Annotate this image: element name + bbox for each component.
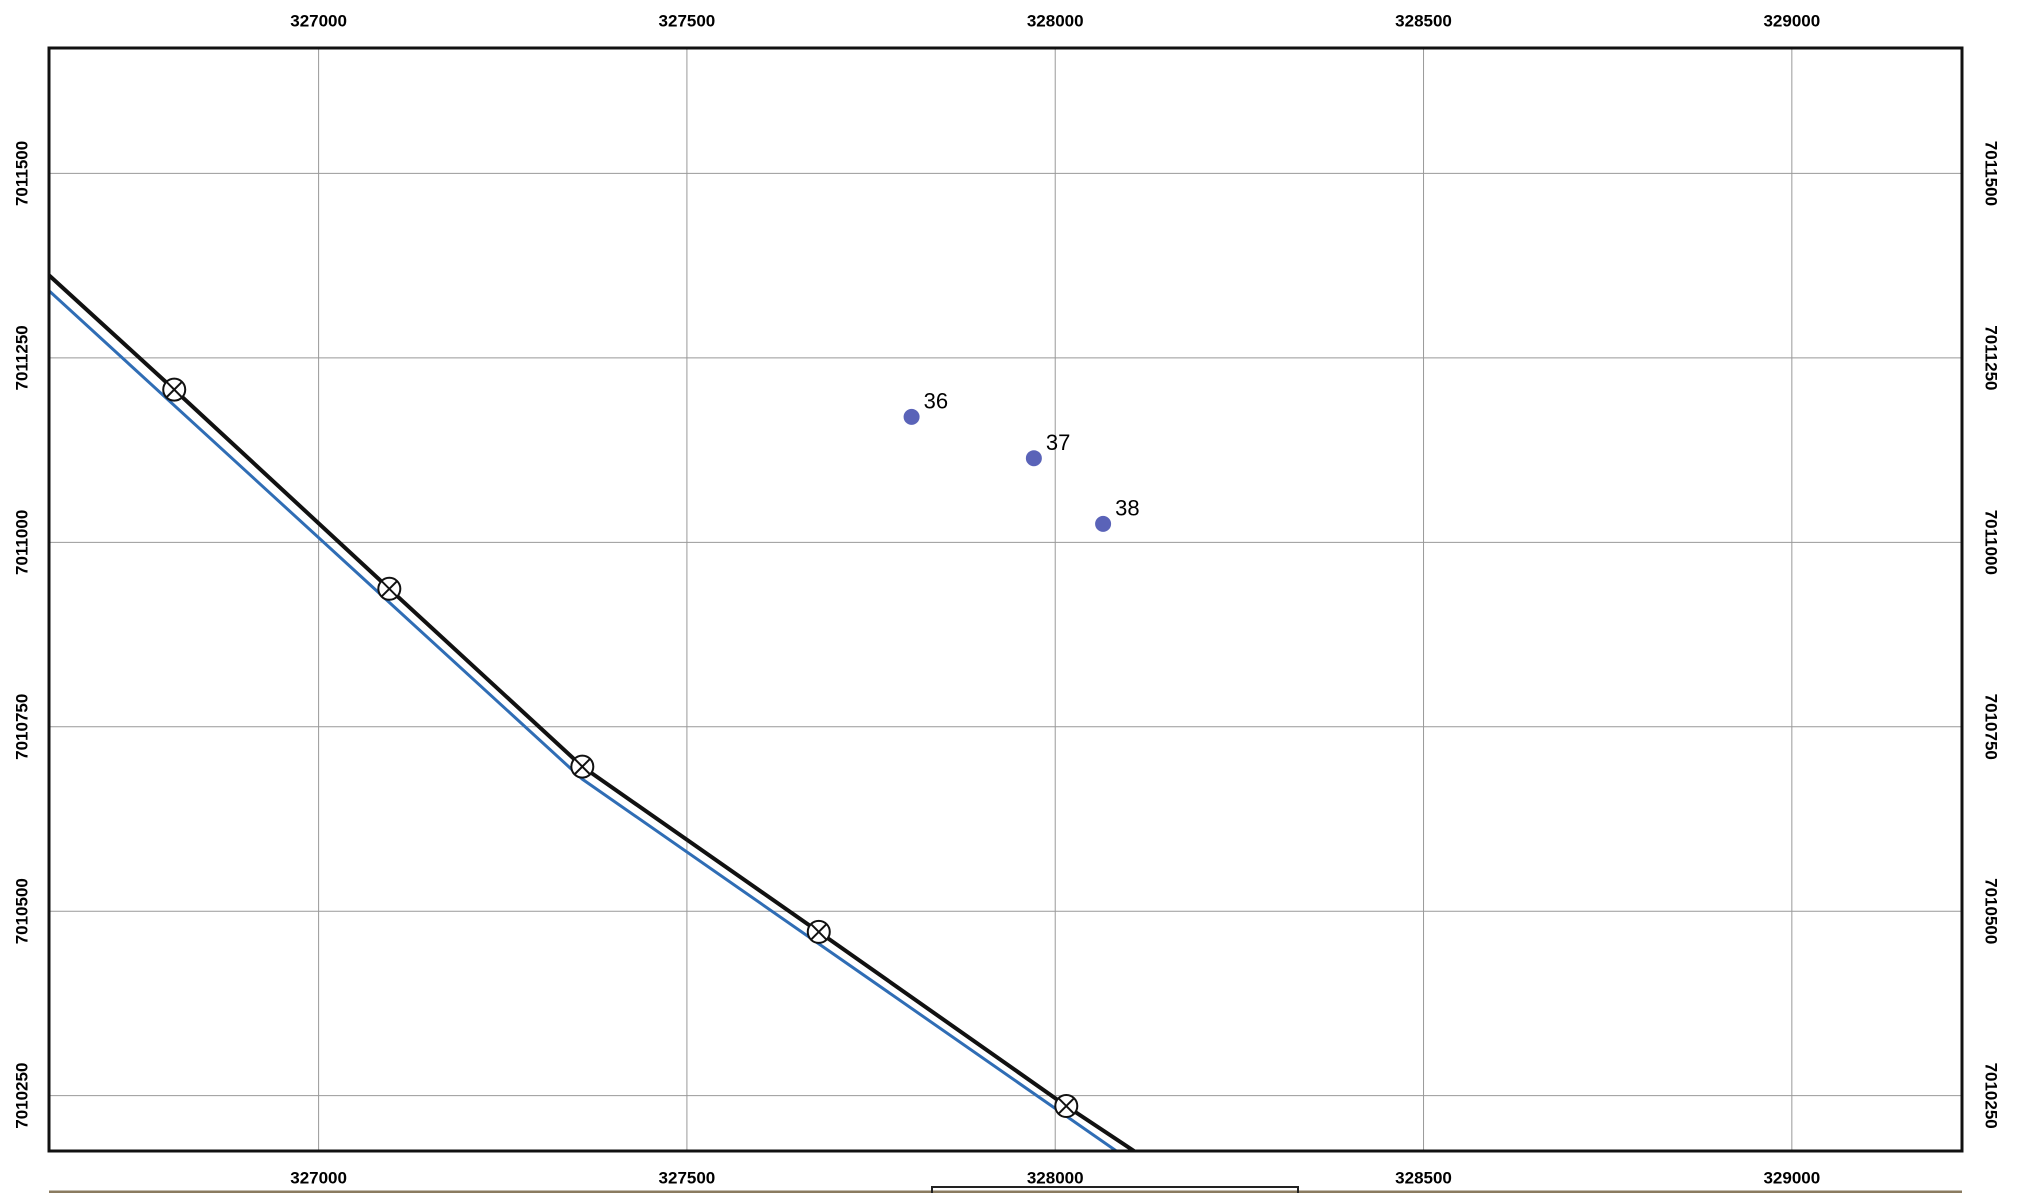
- vertex-marker: [162, 377, 187, 402]
- y-tick-label: 7010750: [12, 694, 31, 760]
- point-label: 36: [924, 389, 948, 414]
- y-tick-label: 7011500: [12, 141, 31, 206]
- x-tick-label: 329000: [1763, 1168, 1820, 1187]
- y-tick-label: 7010500: [1982, 878, 2001, 944]
- marker-cross: [380, 580, 398, 598]
- point: [903, 408, 920, 425]
- x-tick-label: 327500: [659, 11, 716, 30]
- y-tick-label: 7010750: [1982, 694, 2001, 760]
- vertex-marker: [570, 754, 595, 779]
- point: [1095, 515, 1112, 532]
- vertex-marker: [806, 919, 831, 944]
- point-label: 38: [1115, 496, 1139, 521]
- marker-cross: [165, 381, 183, 399]
- x-tick-label: 328500: [1395, 1168, 1452, 1187]
- y-tick-label: 7010250: [1982, 1063, 2001, 1129]
- x-tick-label: 327000: [290, 11, 347, 30]
- route-line: [49, 289, 1118, 1151]
- marker-cross: [1057, 1097, 1075, 1115]
- y-tick-label: 7011250: [1982, 325, 2001, 390]
- x-tick-label: 328000: [1027, 1168, 1084, 1187]
- y-tick-label: 7011500: [1982, 141, 2001, 206]
- x-tick-label: 327500: [659, 1168, 716, 1187]
- y-tick-label: 7010250: [12, 1063, 31, 1129]
- y-tick-label: 7011000: [1982, 510, 2001, 575]
- vertex-marker: [1054, 1093, 1079, 1118]
- marker-cross: [573, 758, 591, 776]
- y-tick-label: 7011250: [12, 325, 31, 390]
- x-tick-label: 328000: [1027, 11, 1084, 30]
- map-frame: [47, 46, 1964, 1153]
- marker-cross: [810, 923, 828, 941]
- vertex-marker: [377, 576, 402, 601]
- x-tick-label: 328500: [1395, 11, 1452, 30]
- y-tick-label: 7010500: [12, 878, 31, 944]
- map-layer: [49, 273, 1136, 1151]
- x-tick-label: 329000: [1763, 11, 1820, 30]
- point: [1025, 450, 1042, 467]
- x-tick-label: 327000: [290, 1168, 347, 1187]
- point-label: 37: [1046, 430, 1070, 455]
- y-tick-label: 7011000: [12, 510, 31, 575]
